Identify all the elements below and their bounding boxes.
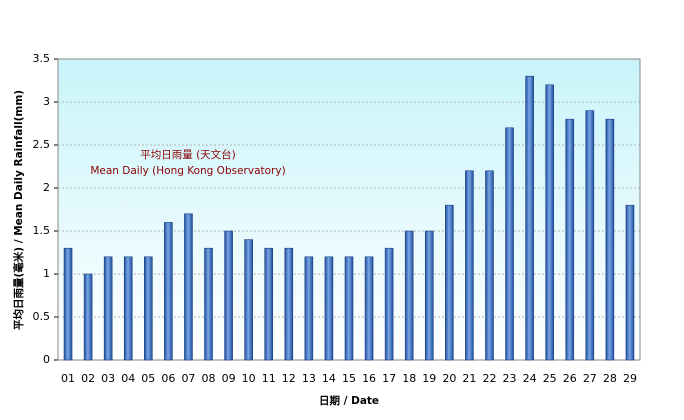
y-axis-title: 平均日雨量(毫米) / Mean Daily Rainfall(mm)	[12, 90, 25, 330]
x-tick-label: 16	[362, 372, 376, 385]
bar	[144, 256, 153, 361]
bar	[224, 230, 233, 361]
bar	[83, 273, 93, 361]
x-tick-label: 04	[121, 372, 135, 385]
x-tick-label: 10	[242, 372, 256, 385]
bar	[545, 84, 554, 361]
bar	[565, 118, 575, 361]
x-tick-label: 29	[623, 372, 637, 385]
bar	[264, 247, 274, 361]
x-tick-label: 28	[603, 372, 617, 385]
x-tick-label: 23	[503, 372, 517, 385]
x-axis-title: 日期 / Date	[319, 394, 379, 407]
y-tick-label: 0	[43, 353, 50, 366]
y-tick-label: 1.5	[33, 224, 51, 237]
y-tick-label: 3	[43, 95, 50, 108]
bar	[625, 204, 635, 361]
x-tick-label: 02	[81, 372, 95, 385]
bar	[204, 247, 213, 361]
bar	[344, 256, 354, 361]
x-tick-label: 11	[262, 372, 276, 385]
x-tick-label: 13	[302, 372, 316, 385]
bar	[585, 110, 595, 361]
x-tick-label: 19	[422, 372, 436, 385]
x-tick-label: 25	[543, 372, 557, 385]
y-tick-label: 3.5	[33, 52, 51, 65]
y-tick-label: 2.5	[33, 138, 51, 151]
x-tick-label: 26	[563, 372, 577, 385]
annotation: Mean Daily (Hong Kong Observatory)	[90, 165, 285, 177]
x-tick-label: 22	[482, 372, 496, 385]
x-tick-label: 15	[342, 372, 356, 385]
x-tick-label: 18	[402, 372, 416, 385]
x-tick-label: 08	[202, 372, 216, 385]
annotation: 平均日雨量 (天文台)	[140, 148, 236, 161]
y-tick-label: 1	[43, 267, 50, 280]
x-tick-label: 07	[181, 372, 195, 385]
x-tick-label: 27	[583, 372, 597, 385]
x-tick-label: 03	[101, 372, 115, 385]
bar	[164, 222, 173, 361]
x-tick-label: 14	[322, 372, 336, 385]
bar	[384, 247, 394, 361]
bar	[103, 256, 113, 361]
bar	[404, 230, 414, 361]
bar	[445, 204, 454, 361]
bar	[63, 247, 73, 361]
x-tick-label: 06	[161, 372, 175, 385]
bar	[123, 256, 133, 361]
bar	[364, 256, 374, 361]
bar	[324, 256, 334, 361]
x-tick-label: 24	[523, 372, 537, 385]
bar	[485, 170, 494, 361]
x-tick-label: 12	[282, 372, 296, 385]
bar	[605, 118, 615, 361]
bar	[424, 230, 434, 361]
x-tick-label: 09	[222, 372, 236, 385]
bar	[184, 213, 193, 361]
x-tick-label: 20	[442, 372, 456, 385]
bar	[304, 256, 314, 361]
bar	[465, 170, 474, 361]
x-tick-label: 01	[61, 372, 75, 385]
bar	[244, 239, 253, 361]
bar	[525, 75, 534, 361]
x-tick-label: 17	[382, 372, 396, 385]
y-tick-label: 0.5	[33, 310, 51, 323]
bar	[284, 247, 294, 361]
x-tick-label: 05	[141, 372, 155, 385]
x-tick-label: 21	[462, 372, 476, 385]
bar	[505, 127, 514, 361]
y-tick-label: 2	[43, 181, 50, 194]
